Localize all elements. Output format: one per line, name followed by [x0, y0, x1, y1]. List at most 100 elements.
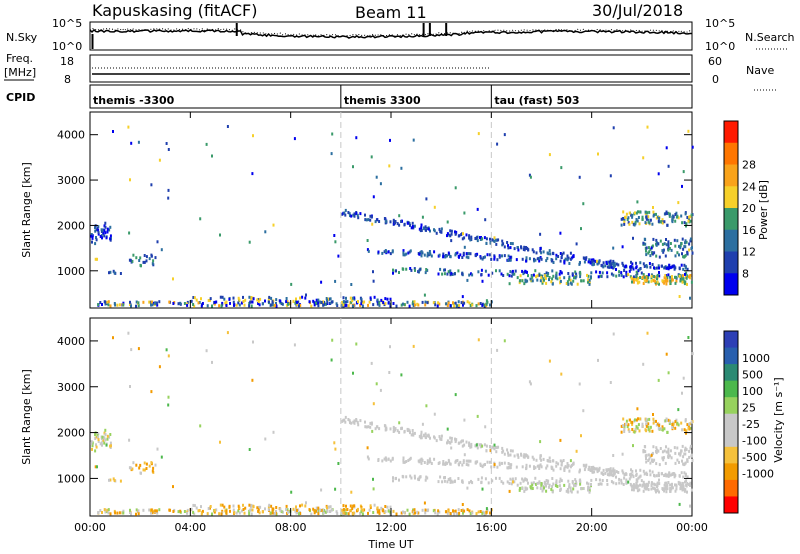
velocity-echo	[566, 462, 569, 465]
velocity-echo	[658, 482, 661, 486]
power-echo	[491, 238, 494, 242]
power-echo	[96, 226, 99, 230]
power-echo	[190, 299, 193, 303]
power-echo	[109, 237, 112, 241]
velocity-echo	[647, 488, 650, 492]
velocity-echo	[400, 427, 403, 431]
velocity-echo	[219, 440, 221, 444]
velocity-echo	[258, 511, 261, 515]
velocity-echo	[106, 437, 109, 441]
velocity-echo	[211, 512, 213, 516]
velocity-echo	[91, 447, 93, 451]
velocity-echo	[625, 472, 627, 476]
velocity-echo	[497, 445, 500, 449]
velocity-echo	[279, 507, 282, 511]
velocity-echo	[598, 468, 601, 471]
velocity-echo	[352, 512, 354, 516]
velocity-echo	[636, 407, 639, 411]
velocity-echo	[639, 417, 642, 421]
power-echo	[613, 264, 616, 268]
velocity-echo	[590, 466, 593, 469]
velocity-echo	[632, 444, 634, 448]
velocity-echo	[656, 481, 659, 485]
power-echo	[292, 299, 295, 303]
power-echo	[586, 273, 588, 277]
colorbar-swatch	[724, 380, 738, 398]
power-echo	[509, 258, 512, 262]
power-echo	[510, 274, 513, 278]
velocity-echo	[642, 469, 645, 473]
velocity-echo	[320, 508, 323, 512]
velocity-echo	[569, 486, 572, 490]
velocity-echo	[493, 465, 496, 469]
power-echo	[559, 270, 562, 273]
velocity-echo	[471, 511, 474, 515]
power-echo	[643, 265, 646, 268]
velocity-echo	[631, 420, 634, 424]
velocity-echo	[638, 429, 641, 433]
velocity-echo	[223, 505, 226, 509]
power-echo	[389, 252, 392, 256]
velocity-echo	[453, 480, 456, 484]
velocity-echo	[658, 474, 660, 478]
velocity-echo	[383, 424, 386, 428]
velocity-echo	[343, 418, 346, 422]
power-echo	[557, 255, 560, 258]
power-echo	[446, 234, 448, 238]
velocity-echo	[410, 476, 413, 480]
power-echo	[104, 231, 107, 235]
velocity-echo	[498, 476, 501, 480]
velocity-echo	[486, 508, 489, 512]
power-echo	[446, 220, 449, 224]
velocity-echo	[631, 422, 634, 426]
velocity-echo	[513, 480, 516, 484]
velocity-echo	[384, 505, 387, 508]
power-echo	[411, 225, 414, 228]
power-echo	[426, 227, 429, 231]
power-echo	[119, 272, 122, 275]
power-echo	[424, 303, 427, 307]
velocity-echo	[682, 485, 685, 489]
power-echo	[135, 300, 138, 304]
power-echo	[150, 253, 153, 257]
power-echo	[588, 282, 591, 286]
velocity-echo	[94, 465, 97, 469]
velocity-echo	[623, 430, 626, 433]
velocity-echo	[644, 428, 647, 432]
power-echo	[681, 237, 684, 241]
power-echo	[109, 270, 112, 274]
velocity-echo	[575, 449, 578, 453]
velocity-echo	[400, 373, 403, 377]
power-echo	[665, 243, 668, 247]
power-echo	[643, 237, 646, 241]
velocity-echo	[150, 390, 153, 394]
power-echo	[402, 302, 404, 306]
velocity-echo	[632, 483, 635, 487]
velocity-echo	[443, 479, 446, 483]
power-echo	[610, 263, 613, 267]
station-title: Kapuskasing (fitACF)	[92, 1, 257, 20]
velocity-echo	[647, 425, 650, 429]
velocity-echo	[609, 469, 612, 473]
velocity-echo	[139, 463, 142, 467]
power-echo	[587, 274, 590, 278]
velocity-echo	[637, 417, 639, 421]
power-echo	[243, 303, 246, 307]
velocity-echo	[540, 482, 543, 485]
velocity-echo	[244, 506, 247, 510]
velocity-echo	[646, 331, 649, 335]
velocity-echo	[385, 457, 387, 461]
power-echo	[662, 248, 665, 252]
velocity-echo	[345, 511, 348, 515]
power-echo	[405, 267, 408, 271]
power-echo	[218, 304, 221, 308]
velocity-echo	[426, 434, 429, 438]
velocity-echo	[578, 382, 581, 386]
velocity-echo	[329, 509, 332, 513]
power-echo	[274, 303, 277, 307]
power-echo	[518, 281, 521, 285]
power-echo	[493, 236, 496, 240]
y-tick-label: 1000	[57, 472, 85, 485]
power-echo	[523, 245, 526, 249]
velocity-echo	[690, 488, 693, 492]
